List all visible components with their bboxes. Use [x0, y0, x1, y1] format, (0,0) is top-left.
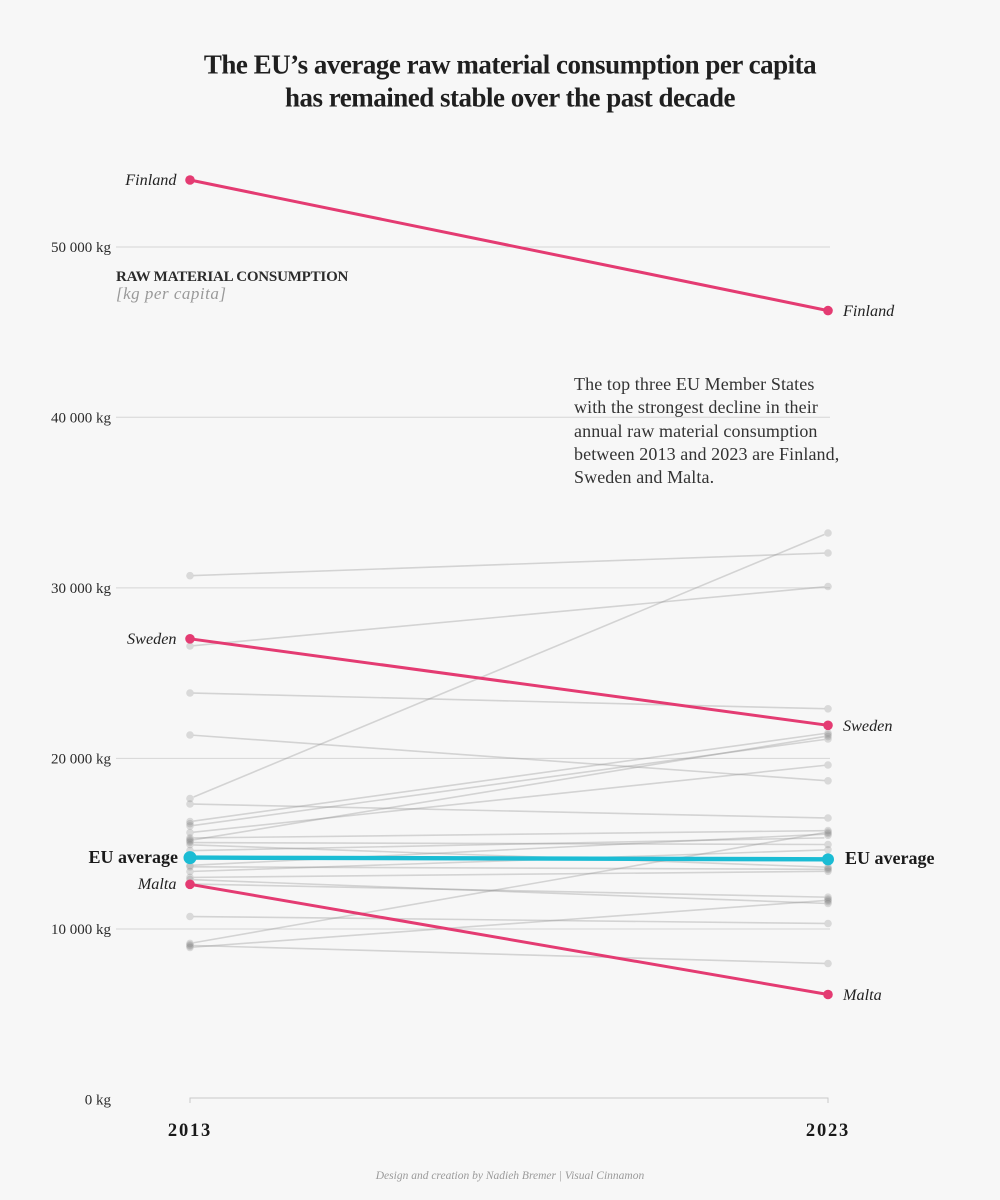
svg-text:Design and creation by Nadieh: Design and creation by Nadieh Bremer | V… — [375, 1170, 645, 1182]
svg-text:0 kg: 0 kg — [85, 1093, 112, 1109]
svg-text:2013: 2013 — [168, 1121, 212, 1141]
svg-text:40 000 kg: 40 000 kg — [51, 410, 112, 426]
svg-text:between 2013 and 2023 are Finl: between 2013 and 2023 are Finland, — [574, 444, 839, 464]
svg-text:Sweden: Sweden — [127, 630, 176, 648]
svg-text:EU average: EU average — [89, 847, 178, 867]
svg-text:with the strongest decline in: with the strongest decline in their — [574, 397, 818, 417]
svg-text:Finland: Finland — [124, 171, 177, 189]
svg-text:annual raw material consumptio: annual raw material consumption — [574, 421, 818, 441]
svg-text:10 000 kg: 10 000 kg — [51, 922, 112, 938]
svg-text:50 000 kg: 50 000 kg — [51, 240, 112, 256]
svg-text:RAW MATERIAL CONSUMPTION: RAW MATERIAL CONSUMPTION — [116, 269, 349, 285]
svg-text:Sweden: Sweden — [843, 717, 892, 735]
svg-text:Finland: Finland — [842, 302, 895, 320]
svg-text:[kg per capita]: [kg per capita] — [116, 284, 226, 303]
svg-text:30 000 kg: 30 000 kg — [51, 581, 112, 597]
svg-text:EU average: EU average — [845, 848, 934, 868]
svg-text:20 000 kg: 20 000 kg — [51, 751, 112, 767]
svg-text:has remained stable over the p: has remained stable over the past decade — [285, 83, 735, 113]
svg-text:Malta: Malta — [137, 875, 177, 893]
svg-text:The EU’s average raw material: The EU’s average raw material consumptio… — [204, 50, 817, 80]
svg-text:2023: 2023 — [806, 1121, 850, 1141]
svg-text:Sweden and Malta.: Sweden and Malta. — [574, 467, 714, 487]
svg-text:Malta: Malta — [842, 986, 882, 1004]
svg-text:The top three EU Member States: The top three EU Member States — [574, 374, 814, 394]
